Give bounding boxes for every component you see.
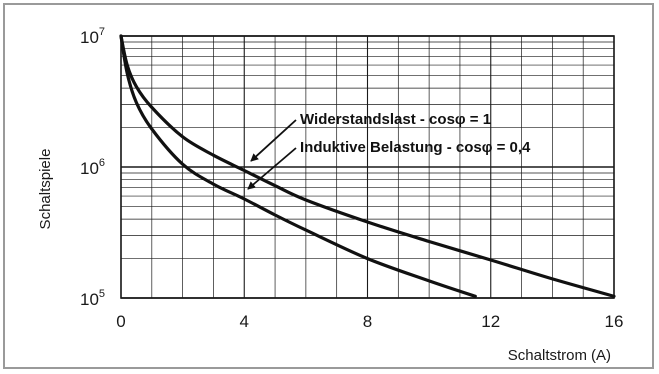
x-tick-label: 12 [481,312,500,331]
y-tick-label: 106 [80,157,105,178]
tick-labels: 0 4 8 12 16 105 106 107 [80,26,623,331]
series-line-resistive-load [119,34,616,298]
figure-frame [3,3,654,369]
x-tick-label: 0 [116,312,125,331]
x-axis-unit: (A) [591,347,611,364]
annotation-layer: Widerstandslast - cosφ = 1 Induktive Bela… [247,111,531,190]
annotation-inductive-load-label: Induktive Belastung - cosφ = 0,4 [300,139,531,156]
annotation-inductive-load-arrow [247,147,297,190]
x-axis-label: Schaltstrom [508,347,587,364]
plot-border [120,35,615,299]
y-axis-label: Schaltspiele [37,149,54,230]
annotation-resistive-load-arrow [250,119,297,162]
series-layer [119,34,616,298]
annotation-resistive-load-label: Widerstandslast - cosφ = 1 [300,111,491,128]
x-tick-label: 4 [240,312,249,331]
y-tick-label: 105 [80,288,105,309]
x-tick-label: 16 [605,312,624,331]
x-tick-label: 8 [363,312,372,331]
series-line-inductive-load [119,34,477,298]
y-tick-label: 107 [80,26,105,47]
